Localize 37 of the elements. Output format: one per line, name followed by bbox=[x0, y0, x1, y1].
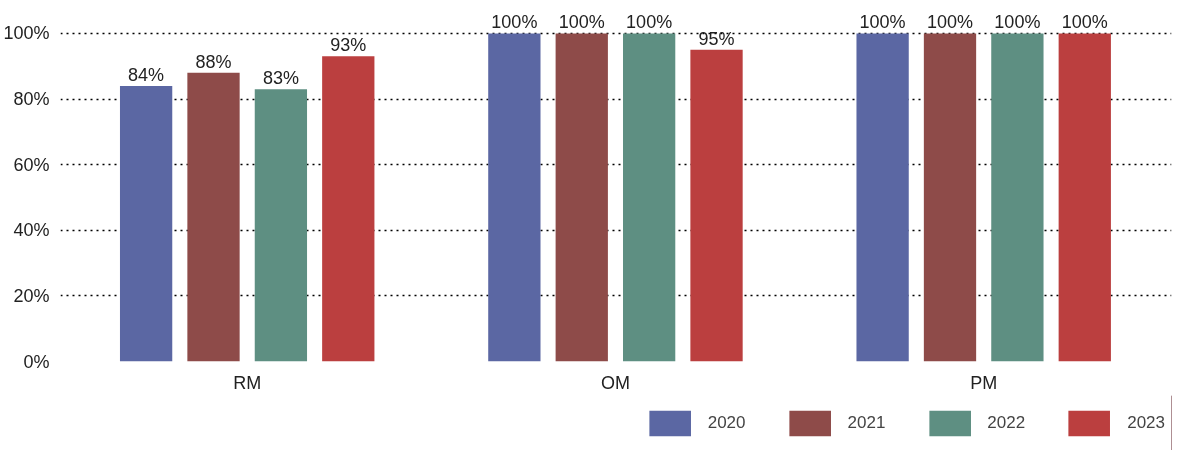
bar bbox=[187, 72, 240, 362]
data-label: 100% bbox=[994, 12, 1041, 33]
bar bbox=[488, 33, 541, 362]
data-label: 100% bbox=[1061, 12, 1108, 33]
data-label: 88% bbox=[195, 51, 232, 72]
data-label: 100% bbox=[558, 12, 605, 33]
data-label: 95% bbox=[698, 28, 735, 49]
data-label: 100% bbox=[926, 12, 974, 33]
data-label: 84% bbox=[128, 64, 165, 85]
data-label: 100% bbox=[859, 12, 906, 33]
legend-label: 2023 bbox=[1127, 412, 1165, 433]
bar bbox=[119, 85, 173, 362]
y-tick-label: 20% bbox=[13, 285, 50, 306]
data-label: 100% bbox=[626, 12, 673, 33]
x-tick-label: RM bbox=[233, 372, 262, 393]
bar bbox=[690, 49, 743, 362]
y-tick-label: 0% bbox=[23, 351, 50, 372]
data-label: 93% bbox=[330, 35, 367, 56]
bar bbox=[555, 33, 608, 362]
data-label: 83% bbox=[262, 68, 299, 89]
legend-label: 2021 bbox=[847, 412, 886, 433]
legend-label: 2020 bbox=[707, 412, 746, 433]
bar bbox=[1058, 33, 1111, 362]
x-tick-label: PM bbox=[970, 372, 998, 393]
x-tick-label: OM bbox=[600, 372, 630, 393]
y-tick-label: 40% bbox=[13, 220, 50, 241]
y-tick-label: 100% bbox=[3, 23, 50, 44]
y-tick-label: 80% bbox=[13, 89, 50, 110]
bar bbox=[856, 33, 909, 362]
bar bbox=[623, 33, 676, 362]
legend-label: 2022 bbox=[987, 412, 1026, 433]
bar bbox=[923, 33, 977, 362]
bar bbox=[322, 56, 375, 362]
data-label: 100% bbox=[491, 12, 538, 33]
bar bbox=[254, 89, 308, 362]
bar bbox=[991, 33, 1044, 362]
y-tick-label: 60% bbox=[13, 154, 50, 175]
